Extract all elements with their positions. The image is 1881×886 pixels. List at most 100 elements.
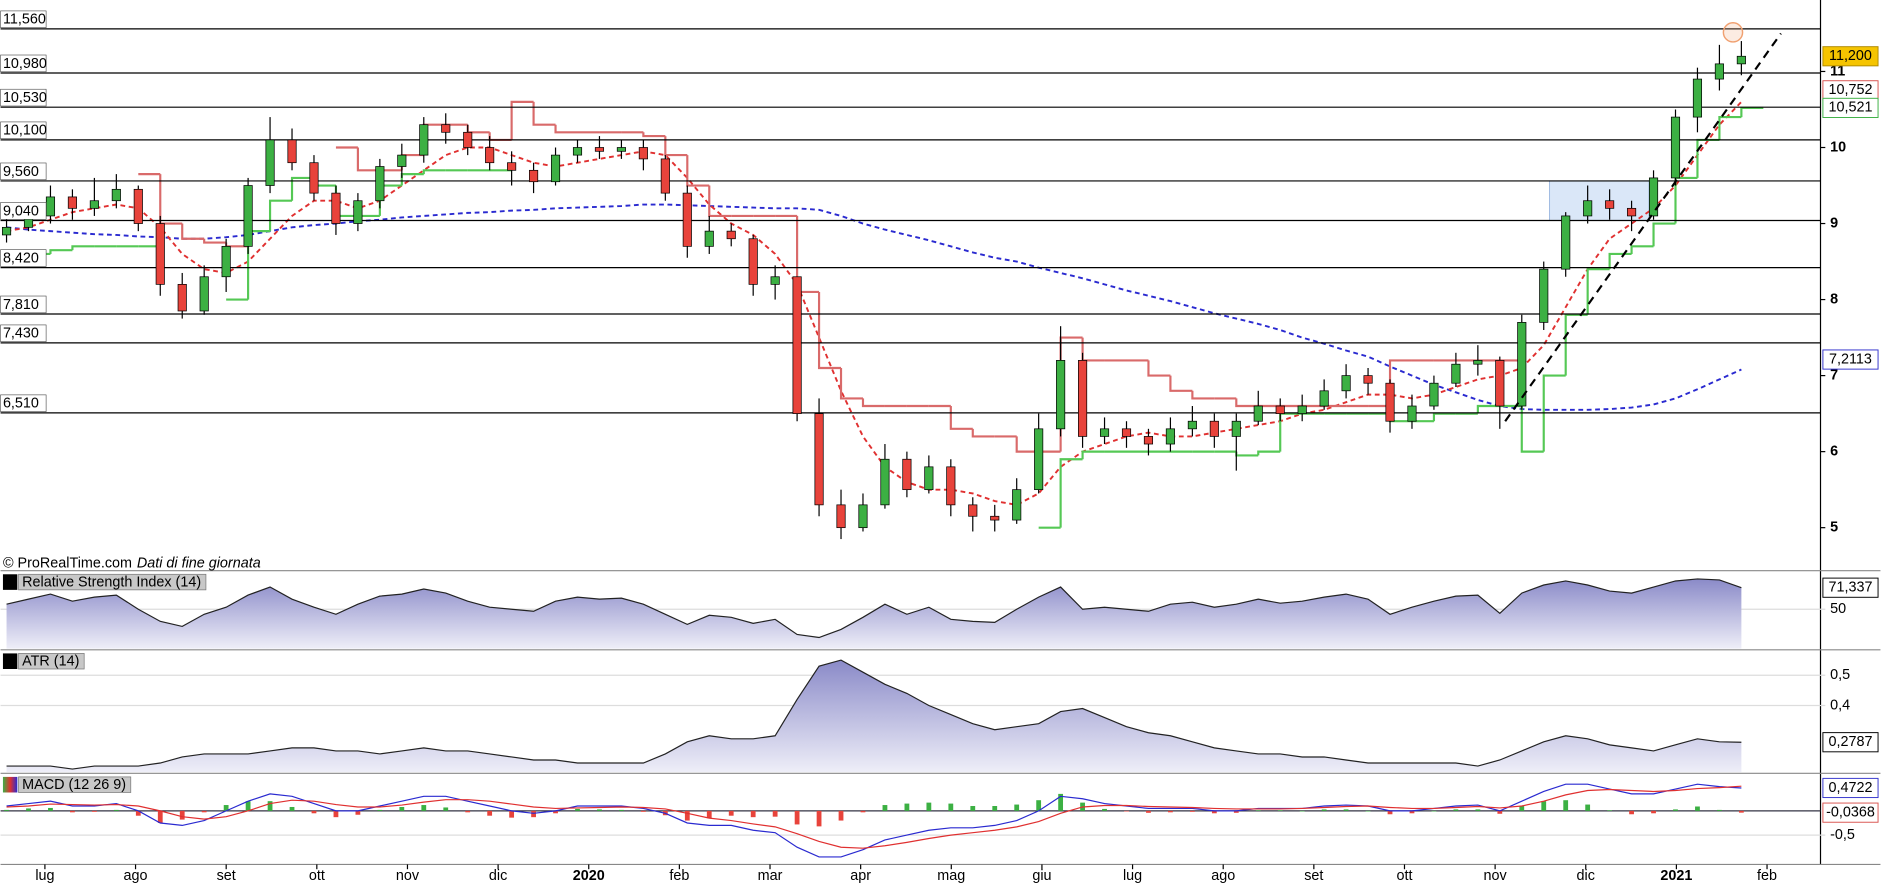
level-label: 10,100 <box>3 123 47 139</box>
stop-line <box>356 147 380 172</box>
candle-body <box>1012 489 1022 521</box>
stop-line <box>1169 375 1193 392</box>
y-tick-label: -0,5 <box>1830 827 1855 843</box>
stop-line <box>1059 458 1083 528</box>
level-label: 9,560 <box>3 164 39 180</box>
candle-body <box>968 504 978 517</box>
stop-line <box>510 100 534 140</box>
x-tick-label: nov <box>1484 868 1508 884</box>
candle-body <box>1736 55 1746 65</box>
x-tick-label: set <box>217 868 236 884</box>
candle-body <box>199 276 209 312</box>
candle-body <box>902 458 912 491</box>
y-tick-label: 6 <box>1830 443 1838 459</box>
histogram-bar <box>926 802 932 811</box>
stop-line <box>1652 222 1676 247</box>
source: © ProRealTime.com <box>3 555 132 571</box>
level-label: 11,560 <box>3 12 46 28</box>
histogram-bar <box>311 810 317 814</box>
histogram-bar <box>1717 809 1722 811</box>
stop-line <box>1718 116 1742 140</box>
candle-body <box>616 147 626 152</box>
histogram-bar <box>289 806 295 811</box>
histogram-bar <box>1387 810 1393 815</box>
stop-line <box>949 406 973 430</box>
x-tick-label: set <box>1304 868 1323 884</box>
histogram-bar <box>157 810 163 823</box>
x-tick-label: 2021 <box>1660 868 1692 884</box>
histogram-bar <box>1629 810 1634 815</box>
stop-line <box>1235 398 1259 408</box>
panel-icon <box>2 574 18 590</box>
candle-body <box>1034 428 1044 491</box>
histogram-bar <box>1277 810 1283 811</box>
level-label-bg <box>0 295 47 314</box>
x-tick-label: lug <box>1123 868 1142 884</box>
macd-line <box>6 785 1742 849</box>
x-tick-label: mag <box>937 868 965 884</box>
stop-line <box>971 428 995 438</box>
histogram-bar <box>904 803 910 811</box>
histogram-bar <box>882 805 888 811</box>
histogram-bar <box>1343 809 1349 811</box>
histogram-bar <box>860 810 866 813</box>
last-value-label: 7,2113 <box>1829 351 1872 367</box>
candle-body <box>1605 200 1615 209</box>
candle-body <box>67 196 77 209</box>
y-tick-label: 5 <box>1830 519 1838 535</box>
last-value-bg <box>1822 577 1879 598</box>
candle-body <box>529 169 539 183</box>
candle-body <box>463 131 473 148</box>
x-tick-label: feb <box>669 868 689 884</box>
stop-line <box>1740 106 1764 118</box>
histogram-bar <box>333 810 339 818</box>
histogram-bar <box>1519 806 1525 811</box>
last-value-label: 10,752 <box>1828 82 1872 98</box>
x-tick-label: dic <box>489 868 507 884</box>
moving-average <box>6 101 1743 506</box>
level-label-bg <box>0 162 47 181</box>
histogram-bar <box>245 801 251 811</box>
histogram-bar <box>1673 809 1678 811</box>
candle-body <box>1253 405 1263 422</box>
source-note: Dati di fine giornata <box>137 555 261 571</box>
histogram-bar <box>201 810 207 813</box>
stop-line <box>1476 404 1500 414</box>
histogram-bar <box>1695 806 1700 811</box>
histogram-bar <box>1233 810 1239 813</box>
trendline <box>1504 32 1782 422</box>
histogram-bar <box>377 809 383 811</box>
candle-body <box>133 188 143 224</box>
candle-body <box>1231 420 1241 437</box>
histogram-bar <box>1475 809 1481 811</box>
stop-line <box>1257 450 1281 456</box>
y-tick-label: 8 <box>1830 291 1838 307</box>
x-tick-label: dic <box>1577 868 1595 884</box>
candle-body <box>924 466 934 491</box>
panel-title-bg <box>18 573 207 591</box>
candle-body <box>1099 428 1110 437</box>
histogram-bar <box>684 810 690 821</box>
histogram-bar <box>772 810 778 817</box>
level-label-bg <box>0 10 47 28</box>
histogram-bar <box>355 810 361 815</box>
histogram-bar <box>1255 810 1261 811</box>
level-label: 7,430 <box>3 326 39 342</box>
panel-title: Relative Strength Index (14) <box>22 574 201 590</box>
stop-line <box>642 132 666 138</box>
candle-body <box>594 147 605 152</box>
stop-line <box>49 249 73 254</box>
last-value-label: 11,200 <box>1829 48 1872 64</box>
histogram-bar <box>597 809 602 811</box>
stop-line <box>664 136 688 157</box>
x-tick-label: ago <box>124 868 148 884</box>
level-label: 7,810 <box>3 297 39 313</box>
candle-body <box>1209 420 1219 437</box>
panel-title-bg <box>18 653 85 670</box>
candle-body <box>1451 363 1461 384</box>
histogram-bar <box>179 810 185 820</box>
candle-body <box>1341 375 1351 392</box>
